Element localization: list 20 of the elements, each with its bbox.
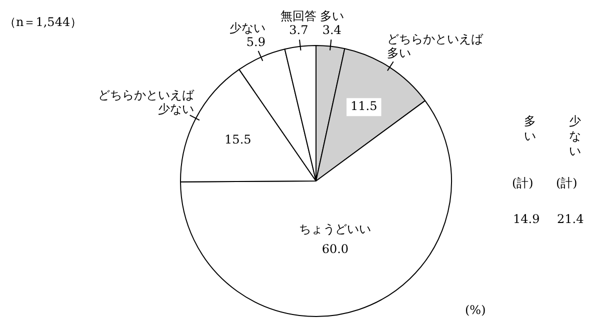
- text: (計): [512, 175, 534, 192]
- data-label: 60.0: [322, 242, 349, 256]
- data-label: 11.5: [350, 99, 378, 114]
- text: 21.4: [557, 212, 584, 226]
- text: 多い: [524, 114, 536, 144]
- slice-label: どちらかといえば少ない: [98, 88, 195, 116]
- data-label: 3.7: [289, 23, 308, 38]
- text: 14.9: [513, 212, 540, 226]
- slice-label: ちょうどいい: [299, 222, 372, 236]
- slice-label: 多い: [320, 8, 344, 23]
- data-label: 15.5: [224, 132, 252, 146]
- data-label: 3.4: [322, 22, 342, 37]
- text: (%): [465, 303, 486, 317]
- slice-label: どちらかといえば多い: [387, 32, 484, 60]
- slice-label: 無回答: [280, 9, 317, 24]
- slice-label: 少ない: [230, 20, 266, 35]
- text: (計): [556, 175, 578, 192]
- data-label: 5.9: [246, 34, 266, 49]
- text: 少ない: [569, 114, 581, 159]
- text: （n＝1,544）: [4, 14, 82, 31]
